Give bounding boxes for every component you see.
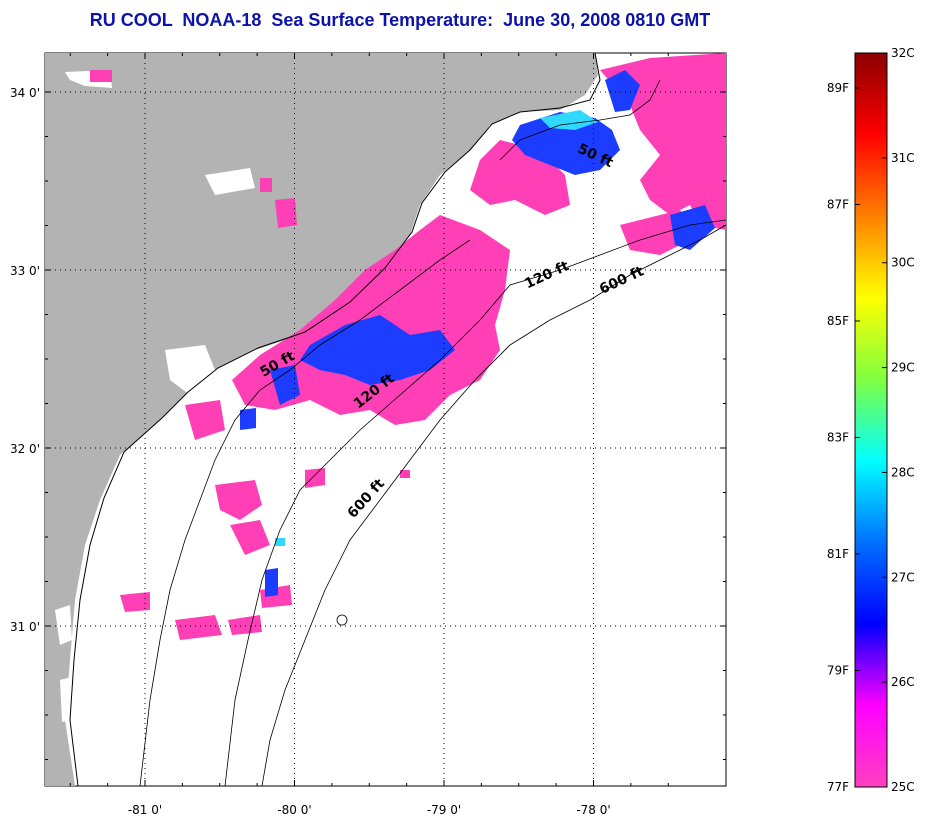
colorbar-label-f: 77F (827, 780, 849, 794)
colorbar-label-c: 29C (891, 361, 915, 375)
land-area (45, 53, 598, 786)
colorbar-label-c: 28C (891, 465, 915, 479)
lon-tick-label: -79 0' (427, 803, 461, 817)
colorbar-label-c: 26C (891, 675, 915, 689)
isobath-ring (336, 614, 348, 626)
isobath-600ft (261, 224, 726, 786)
colorbar-label-c: 30C (891, 256, 915, 270)
lat-tick-label: 33 0' (10, 264, 40, 278)
lat-tick-label: 34 0' (10, 86, 40, 100)
colorbar-label-c: 27C (891, 570, 915, 584)
isobath-50ft (139, 79, 661, 786)
isobath-120ft (224, 219, 726, 786)
cool-sst-region (240, 70, 715, 597)
coastline (69, 53, 601, 786)
colorbar-label-f: 87F (827, 197, 849, 211)
lat-tick-label: 31 0' (10, 620, 40, 634)
lat-lon-grid (45, 53, 726, 786)
colorbar-label-f: 89F (827, 81, 849, 95)
lat-tick-label: 32 0' (10, 442, 40, 456)
map-ticks: 34 0' 33 0' 32 0' 31 0' -81 0' -80 0' -79 0' -7… (10, 53, 726, 817)
colorbar-label-f: 79F (827, 663, 849, 677)
colorbar-label-f: 83F (827, 430, 849, 444)
map-title: RU COOL NOAA-18 Sea Surface Temperature:… (89, 10, 711, 30)
lon-tick-label: -80 0' (277, 803, 311, 817)
lon-tick-label: -78 0' (576, 803, 610, 817)
colorbar-gradient (854, 52, 888, 788)
colorbar-label-c: 25C (891, 780, 915, 794)
lon-tick-label: -81 0' (128, 803, 162, 817)
colorbar-label-c: 31C (891, 151, 915, 165)
colorbar-label-f: 81F (827, 547, 849, 561)
warm-sst-region (90, 53, 726, 640)
cyan-sst-region (275, 110, 598, 546)
colorbar-label-f: 85F (827, 314, 849, 328)
colorbar-label-c: 32C (891, 46, 915, 60)
colorbar-labels: 32C 31C 30C 29C 28C 27C 26C 25C 89F 87F 85F 83F 81F 7… (827, 46, 915, 794)
